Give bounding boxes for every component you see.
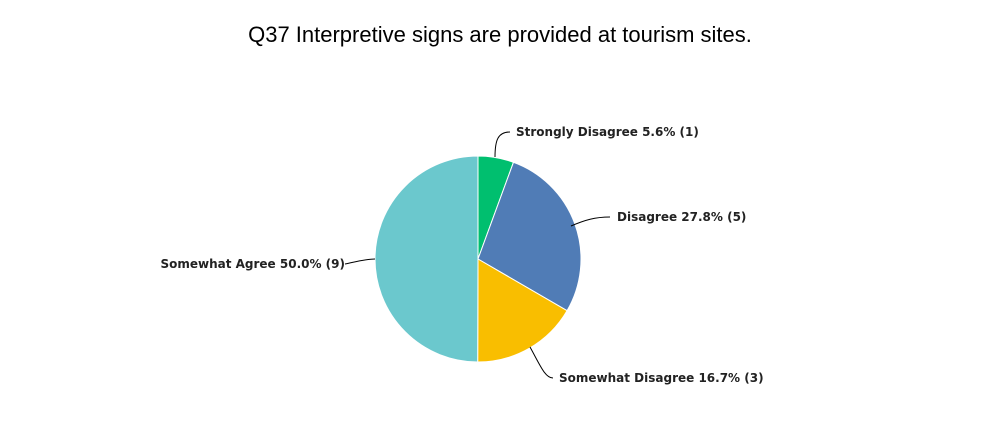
leader-line-somewhat-agree: [344, 258, 376, 265]
pie-slice-somewhat-agree: [374, 155, 479, 363]
leader-line-strongly-disagree: [494, 131, 511, 158]
slice-label-somewhat-agree: Somewhat Agree 50.0% (9): [160, 257, 345, 271]
chart-title: Q37 Interpretive signs are provided at t…: [248, 22, 752, 47]
leader-line-disagree: [570, 216, 611, 227]
slice-label-strongly-disagree: Strongly Disagree 5.6% (1): [516, 125, 699, 139]
pie-slice-somewhat-disagree: [477, 258, 568, 363]
slice-label-disagree: Disagree 27.8% (5): [617, 210, 746, 224]
leader-line-somewhat-disagree: [529, 346, 554, 379]
slice-label-somewhat-disagree: Somewhat Disagree 16.7% (3): [559, 371, 764, 385]
